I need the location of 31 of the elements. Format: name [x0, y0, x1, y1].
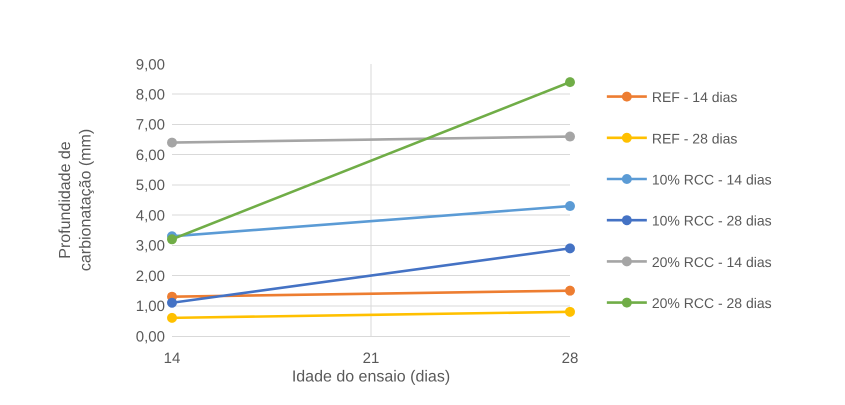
y-tick-label: 3,00 — [136, 238, 165, 255]
point — [565, 306, 575, 317]
x-tick-label: 21 — [362, 350, 380, 367]
point — [167, 312, 177, 323]
legend-label: 20% RCC - 14 dias — [652, 254, 772, 270]
point — [167, 138, 177, 148]
point — [565, 201, 575, 212]
y-tick-label: 2,00 — [136, 268, 165, 285]
legend-label: REF - 28 dias — [652, 130, 738, 146]
y-axis-title: Profundidade de carbionatação (mm) — [56, 128, 95, 272]
x-tick-label: 28 — [562, 350, 578, 367]
y-tick-label: 4,00 — [136, 207, 165, 224]
legend-label: 10% RCC - 14 dias — [652, 171, 772, 188]
x-axis-title: Idade do ensaio (dias) — [292, 368, 450, 386]
point — [565, 286, 575, 296]
y-tick-label: 0,00 — [136, 328, 165, 346]
legend-label: 20% RCC - 28 dias — [652, 295, 772, 312]
y-tick-label: 7,00 — [136, 116, 165, 134]
y-tick-label: 6,00 — [136, 146, 165, 164]
point — [565, 243, 575, 254]
y-tick-label: 5,00 — [136, 177, 165, 194]
y-tick-label: 8,00 — [136, 86, 165, 104]
legend-label: 10% RCC - 28 dias — [652, 212, 772, 229]
point — [565, 77, 575, 88]
x-tick-label: 14 — [164, 350, 180, 367]
point — [167, 298, 177, 308]
y-tick-label: 9,00 — [136, 56, 165, 74]
legend-label: REF - 14 dias — [652, 89, 738, 106]
y-tick-label: 1,00 — [136, 298, 165, 316]
point — [167, 234, 177, 244]
point — [565, 132, 575, 142]
